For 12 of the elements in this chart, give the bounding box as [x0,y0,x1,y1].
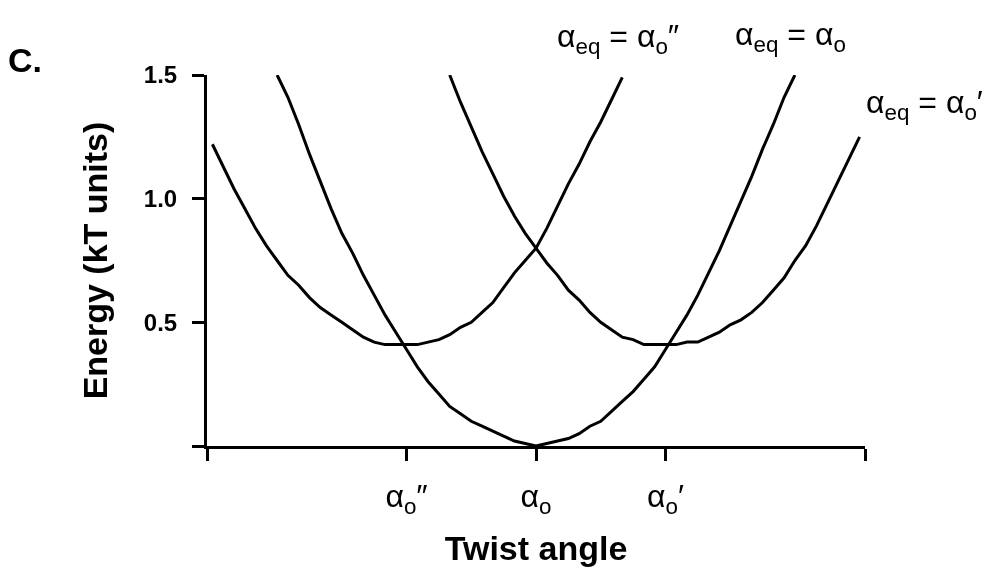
x-tick-label: α$_{o}$ [520,478,552,520]
series-label: α$_{eq}$ = α$_{o}$′ [866,84,983,125]
x-axis-title: Twist angle [444,529,628,567]
series-label: α$_{eq}$ = α$_{o}$ [735,16,846,57]
y-axis-title: Energy (kT units) [76,121,115,400]
x-tick-label: α$_{o}$′ [646,478,684,520]
y-tick-label: 1.0 [143,185,178,213]
y-tick-label: 0.5 [143,308,178,336]
x-tick-label: α$_{o}$″ [385,478,428,520]
chart-title: C. [8,41,43,80]
series-label: α$_{eq}$ = α$_{o}$″ [557,18,680,59]
y-tick-label: 1.5 [143,61,178,89]
